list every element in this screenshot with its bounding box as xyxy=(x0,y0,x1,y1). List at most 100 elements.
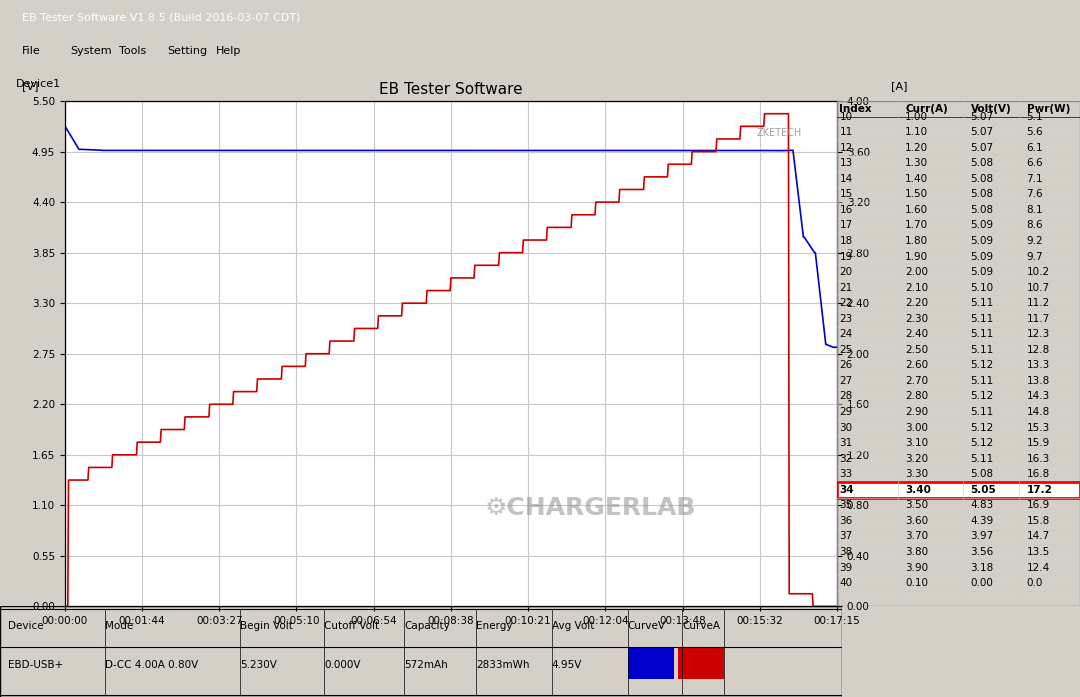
Text: 3.70: 3.70 xyxy=(905,531,928,542)
Text: 2.30: 2.30 xyxy=(905,314,928,323)
Text: 21: 21 xyxy=(839,283,853,293)
Text: 16.8: 16.8 xyxy=(1026,469,1050,480)
Text: 5.11: 5.11 xyxy=(971,298,994,308)
Text: 1.00: 1.00 xyxy=(905,112,928,121)
Title: EB Tester Software: EB Tester Software xyxy=(379,82,523,97)
Text: [V]: [V] xyxy=(23,81,39,91)
Text: 0.10: 0.10 xyxy=(905,578,928,588)
Text: Device1: Device1 xyxy=(16,79,62,89)
Text: 35: 35 xyxy=(839,500,853,510)
Text: 15: 15 xyxy=(839,190,853,199)
Text: 29: 29 xyxy=(839,407,853,417)
Text: Pwr(W): Pwr(W) xyxy=(1026,104,1070,114)
Text: 16.3: 16.3 xyxy=(1026,454,1050,464)
Text: Index: Index xyxy=(839,104,872,114)
Text: 1.40: 1.40 xyxy=(905,174,928,184)
Text: 3.60: 3.60 xyxy=(905,516,928,526)
Text: 0.0: 0.0 xyxy=(1026,578,1043,588)
Text: 2.90: 2.90 xyxy=(905,407,928,417)
Text: 37: 37 xyxy=(839,531,853,542)
Text: 30: 30 xyxy=(839,422,852,433)
Text: 14: 14 xyxy=(839,174,853,184)
Text: Begin Volt: Begin Volt xyxy=(240,621,293,631)
Text: 2.70: 2.70 xyxy=(905,376,928,386)
Text: 2.50: 2.50 xyxy=(905,345,928,355)
Text: 3.80: 3.80 xyxy=(905,547,928,557)
Text: 12.3: 12.3 xyxy=(1026,329,1050,339)
Text: Cutoff Volt: Cutoff Volt xyxy=(324,621,379,631)
Text: 5.1: 5.1 xyxy=(1026,112,1043,121)
Text: 9.2: 9.2 xyxy=(1026,236,1043,246)
Text: 0.000V: 0.000V xyxy=(324,660,361,671)
Text: 11: 11 xyxy=(839,127,853,137)
Text: 5.09: 5.09 xyxy=(971,267,994,277)
Text: 10: 10 xyxy=(839,112,852,121)
Text: 5.08: 5.08 xyxy=(971,190,994,199)
Text: CurveA: CurveA xyxy=(683,621,720,631)
Text: 5.10: 5.10 xyxy=(971,283,994,293)
Text: 3.10: 3.10 xyxy=(905,438,928,448)
Text: 2.20: 2.20 xyxy=(905,298,928,308)
Text: 31: 31 xyxy=(839,438,853,448)
Text: 3.30: 3.30 xyxy=(905,469,928,480)
Text: 17.2: 17.2 xyxy=(1026,485,1052,495)
Text: 2.10: 2.10 xyxy=(905,283,928,293)
Text: 2.60: 2.60 xyxy=(905,360,928,370)
Text: ⚙CHARGERLAB: ⚙CHARGERLAB xyxy=(484,496,696,521)
Text: 1.30: 1.30 xyxy=(905,158,928,168)
Text: 5.12: 5.12 xyxy=(971,438,994,448)
Text: 5.08: 5.08 xyxy=(971,205,994,215)
Bar xyxy=(627,647,674,679)
Text: 27: 27 xyxy=(839,376,853,386)
Text: 4.95V: 4.95V xyxy=(552,660,582,671)
Text: Energy: Energy xyxy=(476,621,512,631)
Text: 20: 20 xyxy=(839,267,852,277)
Text: 1.20: 1.20 xyxy=(905,143,928,153)
Text: 10.7: 10.7 xyxy=(1026,283,1050,293)
Text: 36: 36 xyxy=(839,516,853,526)
Text: 2.80: 2.80 xyxy=(905,392,928,401)
Text: [A]: [A] xyxy=(891,81,907,91)
Text: 16.9: 16.9 xyxy=(1026,500,1050,510)
Text: 18: 18 xyxy=(839,236,853,246)
Text: 572mAh: 572mAh xyxy=(404,660,448,671)
Text: 24: 24 xyxy=(839,329,853,339)
Text: 15.3: 15.3 xyxy=(1026,422,1050,433)
Text: 6.6: 6.6 xyxy=(1026,158,1043,168)
Text: 28: 28 xyxy=(839,392,853,401)
Text: Tools: Tools xyxy=(119,45,146,56)
Text: 14.7: 14.7 xyxy=(1026,531,1050,542)
Text: 5.07: 5.07 xyxy=(971,112,994,121)
Text: Setting: Setting xyxy=(167,45,207,56)
Text: 11.7: 11.7 xyxy=(1026,314,1050,323)
Text: 38: 38 xyxy=(839,547,853,557)
Text: 6.1: 6.1 xyxy=(1026,143,1043,153)
Text: 1.50: 1.50 xyxy=(905,190,928,199)
Text: 23: 23 xyxy=(839,314,853,323)
Text: 4.39: 4.39 xyxy=(971,516,994,526)
Text: Help: Help xyxy=(216,45,241,56)
Text: 5.11: 5.11 xyxy=(971,329,994,339)
Text: 5.09: 5.09 xyxy=(971,220,994,231)
Text: 26: 26 xyxy=(839,360,853,370)
Text: 5.09: 5.09 xyxy=(971,236,994,246)
Bar xyxy=(837,482,1080,498)
Text: 5.08: 5.08 xyxy=(971,158,994,168)
Text: System: System xyxy=(70,45,112,56)
Bar xyxy=(678,647,725,679)
Text: ZKETECH: ZKETECH xyxy=(756,128,801,139)
Text: 17: 17 xyxy=(839,220,853,231)
Text: 5.11: 5.11 xyxy=(971,376,994,386)
Text: 5.09: 5.09 xyxy=(971,252,994,261)
Text: Capacity: Capacity xyxy=(404,621,450,631)
Text: 2.40: 2.40 xyxy=(905,329,928,339)
Text: 12: 12 xyxy=(839,143,853,153)
Text: 5.08: 5.08 xyxy=(971,174,994,184)
Text: 5.6: 5.6 xyxy=(1026,127,1043,137)
Text: 12.8: 12.8 xyxy=(1026,345,1050,355)
Text: 5.08: 5.08 xyxy=(971,469,994,480)
Text: 33: 33 xyxy=(839,469,853,480)
Text: 5.230V: 5.230V xyxy=(240,660,276,671)
Text: 3.00: 3.00 xyxy=(905,422,928,433)
Text: 7.6: 7.6 xyxy=(1026,190,1043,199)
